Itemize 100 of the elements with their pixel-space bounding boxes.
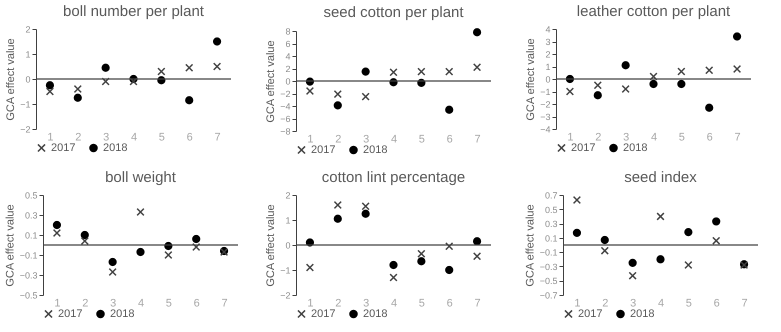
x-tick-label: 6 (446, 134, 453, 146)
x-tick-label: 5 (418, 134, 425, 146)
x-tick-label: 6 (714, 298, 720, 310)
x-tick-label: 4 (390, 298, 398, 310)
x-tick-label: 2 (595, 132, 602, 144)
legend-label: 2018 (110, 308, 134, 320)
y-tick-label: −1 (540, 87, 550, 97)
x-tick-label: 1 (574, 298, 580, 310)
y-tick-label: 1 (545, 62, 550, 72)
y-tick-label: 2 (545, 50, 550, 60)
y-tick-label: 0 (25, 74, 30, 84)
y-tick-label: 1 (25, 50, 30, 60)
legend-label: 2018 (103, 142, 128, 154)
y-tick-label: 0.7 (544, 190, 558, 200)
y-axis-title: GCA effect value (525, 38, 538, 121)
x-tick-label: 1 (54, 298, 60, 310)
y-tick-label: 0.5 (24, 190, 38, 200)
y-tick-label: 8 (285, 26, 290, 36)
y-tick-label: 4 (545, 24, 550, 34)
y-tick-label: −2 (540, 100, 550, 110)
y-tick-label: −3 (540, 112, 550, 122)
legend-label: 2017 (51, 142, 76, 154)
y-tick-label: −8 (280, 126, 290, 136)
y-tick-label: −4 (540, 124, 550, 134)
chart-title: leather cotton per plant (576, 3, 732, 20)
y-tick-label: −2 (20, 124, 30, 134)
y-tick-label: 3 (545, 37, 550, 47)
chart-title: boll number per plant (63, 3, 205, 20)
y-tick-label: 0.3 (544, 219, 558, 230)
x-tick-label: 4 (650, 132, 658, 144)
x-tick-label: 2 (82, 298, 88, 310)
x-tick-label: 3 (363, 134, 370, 146)
x-tick-label: 5 (678, 132, 685, 144)
y-tick-label: −6 (280, 114, 290, 124)
x-tick-label: 7 (222, 298, 228, 310)
chart-title: seed index (624, 169, 698, 186)
y-tick-label: −0.1 (20, 250, 38, 260)
y-tick-label: −1 (280, 266, 290, 276)
x-tick-label: 7 (214, 132, 221, 144)
y-tick-label: 0 (545, 74, 550, 84)
x-tick-label: 5 (166, 298, 172, 310)
y-tick-label: 0 (285, 240, 290, 250)
x-tick-label: 5 (418, 298, 425, 310)
chart-title: boll weight (105, 169, 177, 186)
x-tick-label: 2 (335, 298, 342, 310)
y-tick-label: 0.1 (544, 233, 558, 244)
x-tick-label: 6 (186, 132, 193, 144)
x-tick-label: 4 (138, 298, 144, 310)
y-axis-title: GCA effect value (524, 204, 537, 287)
x-tick-label: 4 (658, 298, 664, 310)
x-tick-label: 2 (602, 298, 608, 310)
y-tick-label: −0.5 (540, 276, 558, 286)
y-tick-label: −0.5 (20, 290, 38, 300)
y-axis-title: GCA effect value (5, 38, 18, 121)
x-tick-label: 1 (47, 132, 54, 144)
y-tick-label: 6 (285, 39, 290, 49)
x-tick-label: 2 (75, 132, 82, 144)
legend-label: 2018 (363, 144, 388, 156)
y-tick-label: 4 (285, 52, 290, 62)
x-tick-label: 3 (363, 298, 370, 310)
legend-label: 2018 (363, 308, 388, 320)
x-tick-label: 7 (734, 132, 741, 144)
y-axis-title: GCA effect value (265, 204, 278, 287)
y-tick-label: −2 (280, 290, 290, 300)
y-tick-label: −4 (280, 102, 290, 112)
x-tick-label: 1 (307, 298, 314, 310)
x-tick-label: 5 (686, 298, 692, 310)
chart-title: seed cotton per plant (323, 4, 464, 21)
x-tick-label: 1 (567, 132, 574, 144)
y-tick-label: 2 (285, 190, 290, 200)
x-tick-label: 6 (446, 298, 453, 310)
y-tick-label: 2 (285, 64, 290, 74)
x-tick-label: 7 (474, 298, 481, 310)
y-tick-label: −0.3 (540, 262, 558, 272)
legend-label: 2017 (578, 308, 602, 320)
y-tick-label: −0.3 (20, 270, 38, 280)
y-tick-label: 0.5 (544, 204, 558, 215)
x-tick-label: 2 (335, 134, 342, 146)
x-tick-label: 4 (130, 132, 138, 144)
x-tick-label: 4 (390, 134, 398, 146)
y-tick-label: 1 (285, 216, 290, 226)
x-tick-label: 3 (103, 132, 110, 144)
legend-label: 2018 (623, 142, 648, 154)
x-tick-label: 7 (742, 298, 748, 310)
y-tick-label: −0.7 (540, 290, 558, 300)
y-tick-label: −0.1 (540, 248, 558, 258)
y-tick-label: 2 (25, 24, 30, 34)
y-tick-label: 0 (285, 76, 290, 86)
y-tick-label: −2 (280, 89, 290, 99)
legend-label: 2017 (311, 144, 336, 156)
x-tick-label: 6 (706, 132, 713, 144)
legend-label: 2018 (630, 308, 654, 320)
x-tick-label: 3 (623, 132, 630, 144)
y-axis-title: GCA effect value (4, 204, 17, 287)
chart-title: cotton lint percentage (322, 169, 466, 186)
x-tick-label: 3 (110, 298, 116, 310)
y-tick-label: 0.3 (24, 210, 38, 220)
legend-label: 2017 (311, 308, 336, 320)
x-tick-label: 3 (630, 298, 636, 310)
x-tick-label: 7 (474, 134, 481, 146)
